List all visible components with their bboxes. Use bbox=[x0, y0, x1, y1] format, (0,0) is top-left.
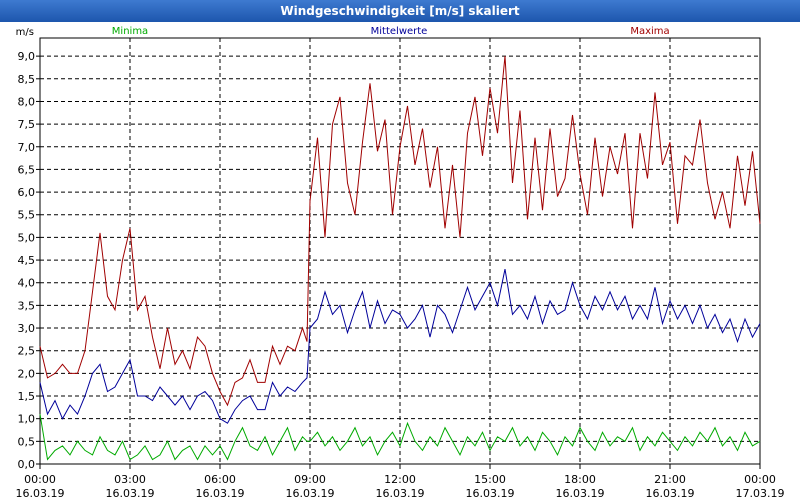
legend-mittelwerte: Mittelwerte bbox=[371, 26, 428, 37]
y-tick-label: 4,5 bbox=[18, 254, 36, 267]
series-maxima-line bbox=[39, 56, 761, 407]
x-tick-date-label: 16.03.19 bbox=[376, 487, 425, 500]
y-tick-label: 5,0 bbox=[18, 231, 36, 244]
legend-minima: Minima bbox=[112, 26, 148, 37]
x-tick-time-label: 12:00 bbox=[384, 473, 416, 486]
x-tick-date-label: 16.03.19 bbox=[286, 487, 335, 500]
y-tick-label: 6,5 bbox=[18, 163, 36, 176]
y-tick-label: 2,0 bbox=[18, 367, 36, 380]
series-minima-line bbox=[39, 414, 761, 461]
x-tick-date-label: 17.03.19 bbox=[736, 487, 785, 500]
y-tick-label: 3,0 bbox=[18, 322, 36, 335]
x-tick-date-label: 16.03.19 bbox=[196, 487, 245, 500]
y-tick-label: 8,5 bbox=[18, 73, 36, 86]
plot-frame bbox=[39, 37, 761, 465]
y-tick-label: 3,5 bbox=[18, 299, 36, 312]
y-tick-label: 7,5 bbox=[18, 118, 36, 131]
x-tick-time-label: 15:00 bbox=[474, 473, 506, 486]
x-tick-time-label: 21:00 bbox=[654, 473, 686, 486]
y-tick-label: 0,0 bbox=[18, 458, 36, 471]
x-tick-time-label: 00:00 bbox=[744, 473, 776, 486]
y-tick-label: 5,5 bbox=[18, 209, 36, 222]
window-title: Windgeschwindigkeit [m/s] skaliert bbox=[280, 4, 520, 18]
x-tick-time-label: 06:00 bbox=[204, 473, 236, 486]
y-tick-label: 7,0 bbox=[18, 141, 36, 154]
series-mittelwerte-line bbox=[39, 268, 761, 424]
x-tick-time-label: 09:00 bbox=[294, 473, 326, 486]
legend-maxima: Maxima bbox=[630, 26, 669, 37]
y-tick-label: 1,0 bbox=[18, 413, 36, 426]
y-tick-label: 0,5 bbox=[18, 435, 36, 448]
window-titlebar: Windgeschwindigkeit [m/s] skaliert bbox=[0, 0, 800, 22]
y-tick-label: 4,0 bbox=[18, 277, 36, 290]
y-tick-label: 6,0 bbox=[18, 186, 36, 199]
x-tick-time-label: 00:00 bbox=[24, 473, 56, 486]
y-tick-label: 8,0 bbox=[18, 95, 36, 108]
y-tick-label: 9,0 bbox=[18, 50, 36, 63]
x-tick-date-label: 16.03.19 bbox=[466, 487, 515, 500]
y-tick-label: 2,5 bbox=[18, 345, 36, 358]
wind-speed-chart: 0,0 0,5 1,0 1,5 2,0 2,5 3,0 3,5 4,0 4,5 5,0 5,5 6,0 6… bbox=[16, 26, 785, 500]
x-tick-date-label: 16.03.19 bbox=[16, 487, 65, 500]
x-tick-time-label: 18:00 bbox=[564, 473, 596, 486]
y-axis-label: m/s bbox=[16, 27, 34, 38]
y-tick-label: 1,5 bbox=[18, 390, 36, 403]
x-tick-time-label: 03:00 bbox=[114, 473, 146, 486]
x-tick-date-label: 16.03.19 bbox=[106, 487, 155, 500]
x-tick-date-label: 16.03.19 bbox=[556, 487, 605, 500]
x-tick-date-label: 16.03.19 bbox=[646, 487, 695, 500]
